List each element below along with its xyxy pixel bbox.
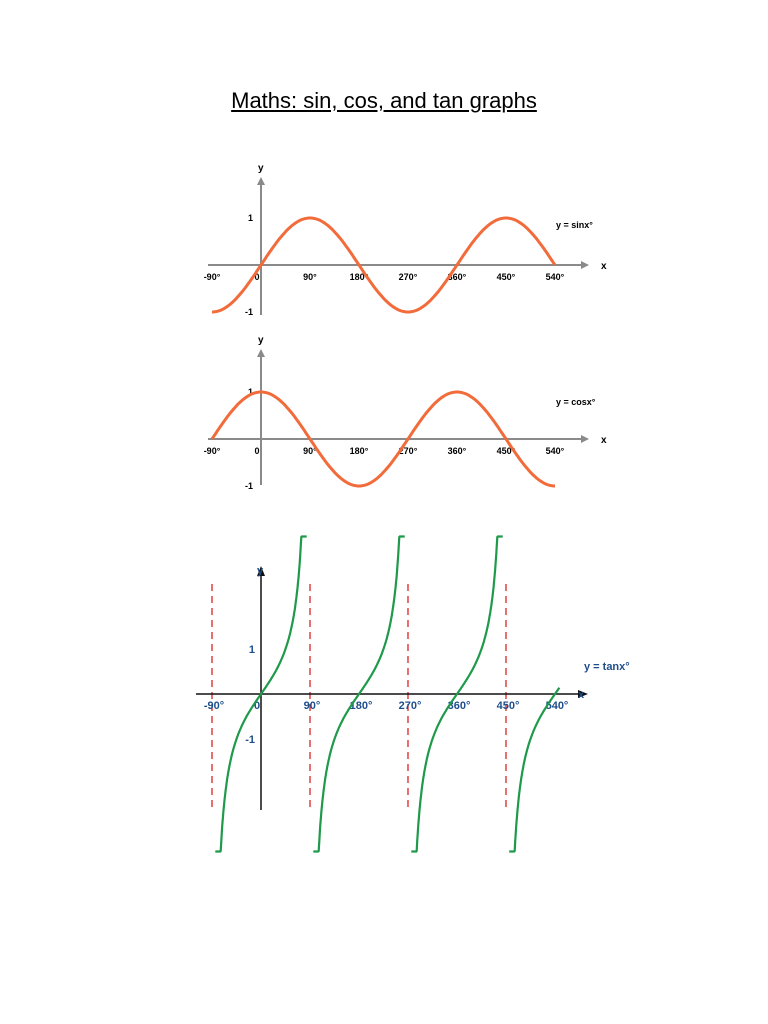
sin-x-arrow xyxy=(581,261,589,269)
sin-x-tick-90: 90° xyxy=(303,272,317,282)
cos-x-tick-270: 270° xyxy=(399,446,418,456)
sin-x-tick-0: 0 xyxy=(254,272,259,282)
tangent-axes xyxy=(196,566,588,810)
cos-y-tick-1: 1 xyxy=(248,387,253,397)
sine-series-label: y = sinx° xyxy=(556,220,593,230)
tan-branch-540 xyxy=(509,687,561,853)
cosine-chart: -90° 0 90° 180° 270° 360° 450° 540° 1 -1 y = cosx… xyxy=(204,335,607,491)
sin-x-tick-270: 270° xyxy=(399,272,418,282)
cos-x-arrow xyxy=(581,435,589,443)
cos-x-tick-540: 540° xyxy=(546,446,565,456)
tan-branch-360 xyxy=(411,535,503,853)
tan-x-tick-90: -90° xyxy=(204,700,224,712)
tangent-tick-labels: -90° 0 90° 180° 270° 360° 450° 540° 1 -1 xyxy=(204,644,569,746)
cosine-axes xyxy=(208,349,589,485)
cos-y-arrow xyxy=(257,349,265,357)
sine-curve xyxy=(212,216,557,314)
tan-branch-0 xyxy=(215,535,307,853)
tan-x-tick-180: 180° xyxy=(350,700,373,712)
tan-y-arrow xyxy=(257,566,265,576)
tangent-asymptotes xyxy=(211,584,507,810)
cosine-series-label: y = cosx° xyxy=(556,397,596,407)
tan-x-tick-0: 0 xyxy=(254,700,260,712)
sine-chart: -90° 0 90° 180° 270° 360° 450° 540° 1 -1 y = sinx… xyxy=(204,163,607,317)
sin-x-tick-540: 540° xyxy=(546,272,565,282)
sine-y-axis-label: y xyxy=(258,163,264,174)
cos-x-tick-450: 450° xyxy=(497,446,516,456)
tangent-series-label: y = tanx° xyxy=(584,661,630,673)
sin-x-tick-360: 360° xyxy=(448,272,467,282)
cos-x-tick-90: -90° xyxy=(204,446,221,456)
tan-y-tick-1: 1 xyxy=(249,644,255,656)
sine-tick-labels: -90° 0 90° 180° 270° 360° 450° 540° 1 -1 xyxy=(204,213,565,317)
cosine-x-axis-label: x xyxy=(601,435,607,446)
tan-y-tick-1: -1 xyxy=(245,734,255,746)
cos-x-tick-90: 90° xyxy=(303,446,317,456)
tan-x-tick-540: 540° xyxy=(546,700,569,712)
tangent-x-axis-label: x xyxy=(578,689,585,701)
sin-y-arrow xyxy=(257,177,265,185)
tan-x-arrow xyxy=(578,690,588,698)
tangent-curves xyxy=(215,535,561,853)
cos-x-tick-0: 0 xyxy=(254,446,259,456)
sin-x-tick-90: -90° xyxy=(204,272,221,282)
sine-x-axis-label: x xyxy=(601,261,607,272)
tan-x-tick-360: 360° xyxy=(448,700,471,712)
cos-x-tick-180: 180° xyxy=(350,446,369,456)
cos-y-tick-1: -1 xyxy=(245,481,253,491)
cos-x-tick-360: 360° xyxy=(448,446,467,456)
sin-x-tick-450: 450° xyxy=(497,272,516,282)
sin-y-tick-1: -1 xyxy=(245,307,253,317)
sine-axes xyxy=(208,177,589,315)
cosine-y-axis-label: y xyxy=(258,335,264,346)
cosine-tick-labels: -90° 0 90° 180° 270° 360° 450° 540° 1 -1 xyxy=(204,387,565,491)
tan-branch-180 xyxy=(313,535,405,853)
tan-x-tick-90: 90° xyxy=(304,700,321,712)
tangent-chart: -90° 0 90° 180° 270° 360° 450° 540° 1 -1 y = tanx… xyxy=(196,535,630,853)
cosine-curve xyxy=(210,390,555,488)
page-title: Maths: sin, cos, and tan graphs xyxy=(231,88,537,113)
tan-x-tick-450: 450° xyxy=(497,700,520,712)
tangent-y-axis-label: y xyxy=(257,565,264,577)
tan-x-tick-270: 270° xyxy=(399,700,422,712)
sin-y-tick-1: 1 xyxy=(248,213,253,223)
sin-x-tick-180: 180° xyxy=(350,272,369,282)
